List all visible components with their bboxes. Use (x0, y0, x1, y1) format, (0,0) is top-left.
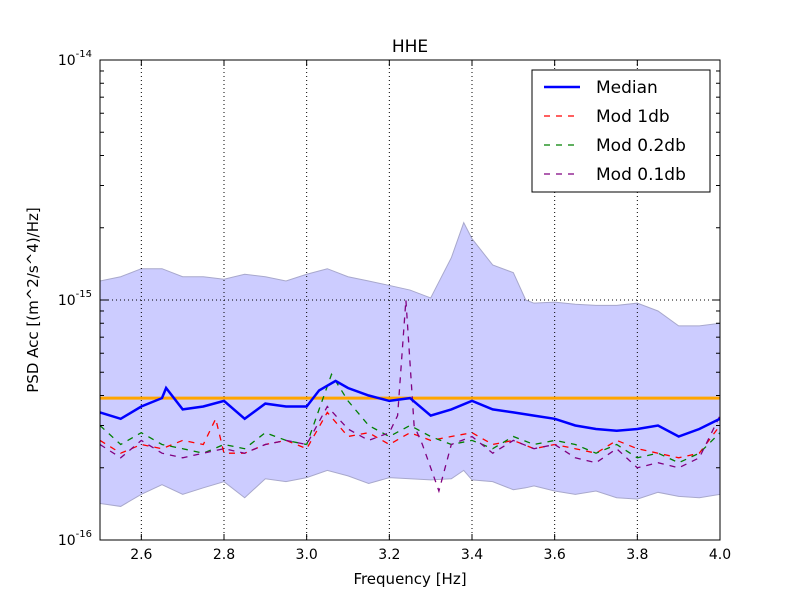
x-tick-label: 3.0 (296, 547, 318, 563)
chart-title: HHE (392, 37, 428, 57)
series-mod-0-1db (99, 299, 721, 494)
x-axis-label: Frequency [Hz] (353, 570, 466, 588)
x-tick-label: 3.6 (544, 547, 566, 563)
legend-box (531, 69, 711, 193)
x-tick-label: 3.2 (378, 547, 400, 563)
x-tick-label: 2.8 (213, 547, 235, 563)
series-median (99, 379, 721, 438)
series-group (99, 299, 721, 494)
legend-label: Mod 1db (596, 107, 670, 127)
x-tick-label: 4.0 (709, 547, 731, 563)
y-tick-label: 10-15 (58, 289, 92, 309)
x-tick-label: 3.8 (626, 547, 648, 563)
legend-label: Mod 0.1db (596, 165, 686, 185)
x-tick-label: 2.6 (130, 547, 152, 563)
legend: Median Mod 1db Mod 0.2db Mod 0.1db (531, 69, 711, 193)
x-tick-label: 3.4 (461, 547, 483, 563)
axes-ticks: 2.6 2.8 3.0 3.2 3.4 3.6 3.8 4.0 10-16 10-15 10-14 (58, 49, 731, 563)
y-tick-label: 10-16 (58, 529, 92, 549)
y-tick-label: 10-14 (58, 49, 92, 69)
legend-label: Median (596, 78, 658, 98)
y-axis-label: PSD Acc [(m^2/s^4)/Hz] (24, 207, 42, 392)
series-mod-0-2db (99, 372, 721, 464)
legend-label: Mod 0.2db (596, 136, 686, 156)
